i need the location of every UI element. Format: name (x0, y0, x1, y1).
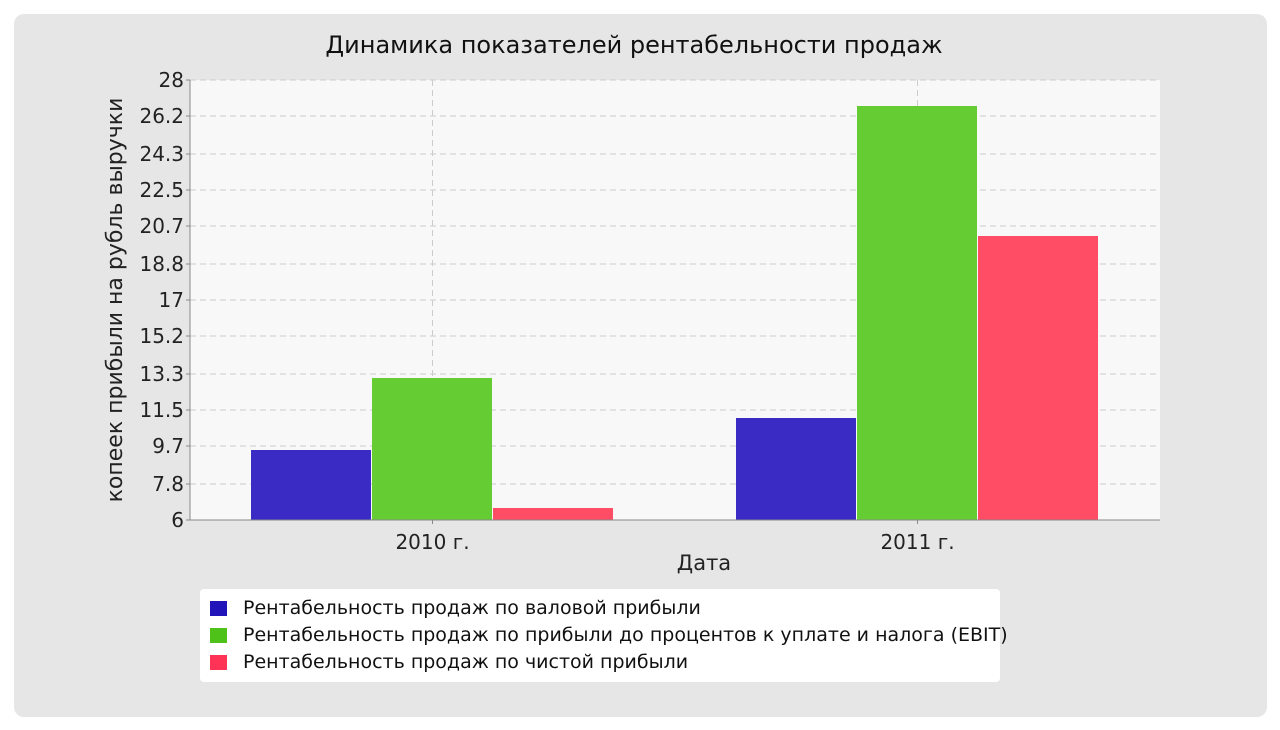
y-tick-label: 26.2 (139, 104, 184, 128)
plot-area: 6 7.8 9.7 11.5 13.3 15.2 17 18.8 20.7 22.5 24.3 26.… (139, 68, 1160, 554)
legend-label: Рентабельность продаж по прибыли до проц… (243, 624, 1008, 646)
y-tick-label: 9.7 (152, 434, 184, 458)
y-tick-label: 20.7 (139, 214, 184, 238)
y-tick-label: 13.3 (139, 362, 184, 386)
legend-item: Рентабельность продаж по прибыли до проц… (210, 623, 1008, 647)
y-tick-label: 22.5 (139, 178, 184, 202)
legend-item: Рентабельность продаж по валовой прибыли (210, 596, 701, 620)
bar (736, 418, 856, 520)
y-axis-label: копеек прибыли на рубль выручки (103, 98, 128, 503)
legend-label: Рентабельность продаж по валовой прибыли (243, 597, 701, 619)
bar (493, 508, 613, 520)
y-tick-label: 28 (159, 68, 184, 92)
bar (857, 106, 977, 520)
legend-swatch (210, 627, 227, 643)
y-tick-label: 18.8 (139, 252, 184, 276)
y-tick-label: 6 (171, 508, 184, 532)
legend-swatch (210, 600, 227, 616)
legend: Рентабельность продаж по валовой прибыли… (200, 589, 1008, 682)
bar (251, 450, 371, 520)
legend-label: Рентабельность продаж по чистой прибыли (243, 651, 689, 673)
y-tick-label: 24.3 (139, 142, 184, 166)
legend-swatch (210, 654, 227, 670)
y-tick-label: 11.5 (139, 398, 184, 422)
legend-item: Рентабельность продаж по чистой прибыли (210, 650, 688, 674)
x-axis-label: Дата (677, 551, 731, 575)
y-tick-label: 15.2 (139, 324, 184, 348)
x-tick-label: 2010 г. (395, 530, 469, 554)
x-tick-label: 2011 г. (880, 530, 954, 554)
y-tick-label: 7.8 (152, 472, 184, 496)
bar (372, 378, 492, 520)
bar (978, 236, 1098, 520)
chart-title: Динамика показателей рентабельности прод… (325, 31, 942, 59)
y-tick-label: 17 (159, 288, 184, 312)
